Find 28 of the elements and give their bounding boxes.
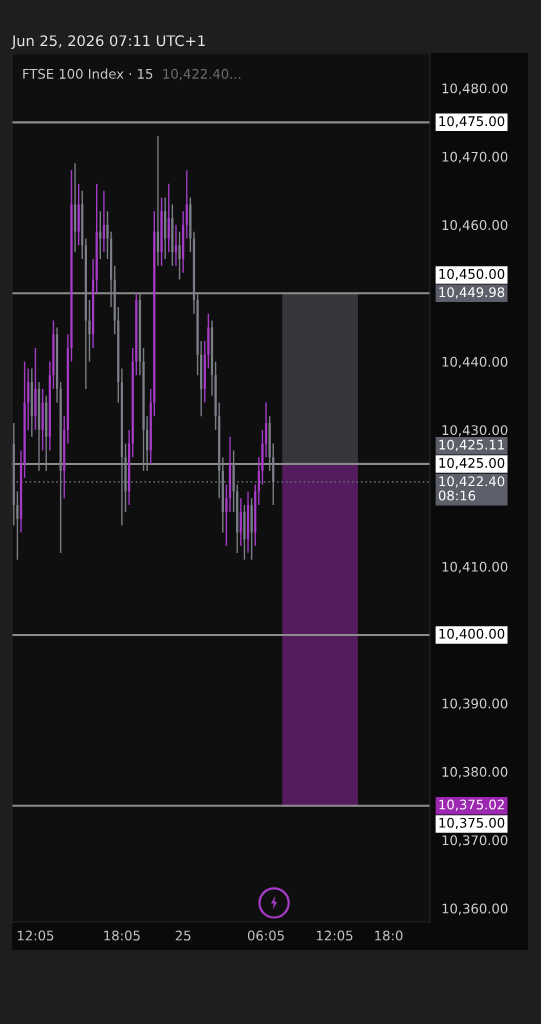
y-tick-label: 10,410.00 xyxy=(442,561,508,574)
y-tick-label: 10,370.00 xyxy=(442,835,508,847)
y-tick-label: 10,470.00 xyxy=(442,151,508,164)
ref-line-label: 10,400.00 xyxy=(439,628,505,641)
x-tick-label: 12:05 xyxy=(17,930,54,941)
ref-line-label: 10,425.11 xyxy=(439,439,504,451)
y-tick-label: 10,430.00 xyxy=(442,425,508,437)
ref-line-label: 10,425.00 xyxy=(439,457,505,470)
ref-line-label: 10,475.00 xyxy=(439,116,505,128)
y-tick-label: 10,360.00 xyxy=(442,903,508,915)
x-tick-label: 18:05 xyxy=(104,930,140,941)
y-tick-label: 10,480.00 xyxy=(442,83,508,95)
y-tick-label: 10,380.00 xyxy=(442,766,508,779)
ref-line-label: 10,449.98 xyxy=(439,287,505,299)
x-tick-label: 12:05 xyxy=(316,930,353,941)
ref-line-label: 10,375.02 xyxy=(439,799,504,811)
text: 10,422.40... xyxy=(163,68,241,81)
y-tick-label: 10,390.00 xyxy=(442,698,508,710)
x-tick-label: 25 xyxy=(175,930,191,941)
text: FTSE 100 Index · 15 xyxy=(23,68,153,79)
text: Jun 25, 2026 07:11 UTC+1 xyxy=(11,35,205,49)
ref-line-label: 10,450.00 xyxy=(439,268,505,281)
x-tick-label: 18:0 xyxy=(375,930,403,941)
x-tick-label: 06:05 xyxy=(247,930,284,941)
y-tick-label: 10,440.00 xyxy=(442,356,508,369)
y-tick-label: 10,460.00 xyxy=(442,220,508,232)
ref-line-label: 10,422.40 08:16 xyxy=(438,476,505,501)
ref-line-label: 10,375.00 xyxy=(439,817,505,830)
